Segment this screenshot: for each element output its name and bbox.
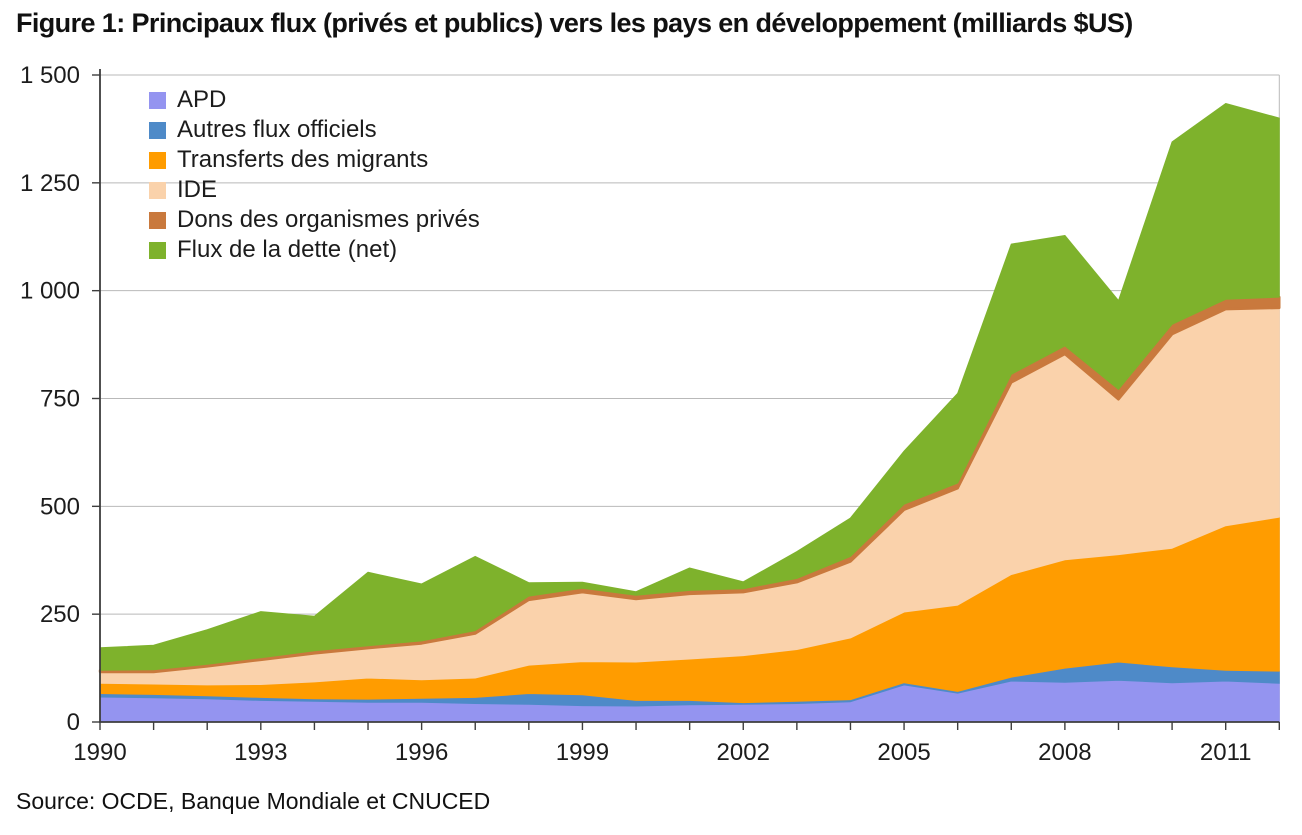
legend-swatch-transferts-des-migrants — [149, 151, 166, 169]
legend-item-autres-flux-officiels: Autres flux officiels — [149, 115, 480, 145]
y-tick-label-750: 750 — [40, 386, 80, 413]
y-tick-label-1500: 1 500 — [20, 62, 80, 89]
y-tick-label-0: 0 — [67, 709, 80, 736]
x-tick-label-2005: 2005 — [877, 739, 930, 766]
area-flux-de-la-dette-net — [99, 103, 1280, 671]
legend-item-flux-de-la-dette-net: Flux de la dette (net) — [149, 235, 480, 265]
legend-item-dons-des-organismes-prives: Dons des organismes privés — [149, 205, 480, 235]
legend-swatch-dons-des-organismes-prives — [149, 211, 166, 229]
x-tick-label-1999: 1999 — [556, 739, 609, 766]
legend-label-flux-de-la-dette-net: Flux de la dette (net) — [177, 236, 398, 263]
legend-item-ide: IDE — [149, 175, 480, 205]
x-tick-label-1993: 1993 — [234, 739, 287, 766]
y-tick-label-250: 250 — [40, 601, 80, 628]
x-tick-label-2011: 2011 — [1200, 739, 1252, 766]
chart-svg: 0 250 500 750 1 000 1 250 1 500 1990 1993 1996 199… — [20, 62, 1281, 766]
chart-area: 0 250 500 750 1 000 1 250 1 500 1990 1993 1996 199… — [0, 55, 1302, 785]
y-tick-label-500: 500 — [40, 493, 80, 520]
legend-swatch-apd — [149, 91, 166, 109]
source-note: Source: OCDE, Banque Mondiale et CNUCED — [16, 788, 491, 814]
legend-item-transferts-des-migrants: Transferts des migrants — [149, 145, 480, 175]
legend-label-ide: IDE — [177, 176, 218, 203]
legend-label-autres-flux-officiels: Autres flux officiels — [177, 116, 377, 143]
legend-label-transferts-des-migrants: Transferts des migrants — [177, 146, 429, 173]
legend-swatch-ide — [149, 181, 166, 199]
legend: APD Autres flux officiels Transferts des m… — [149, 85, 480, 265]
legend-label-apd: APD — [177, 86, 227, 113]
x-tick-label-2008: 2008 — [1038, 739, 1091, 766]
legend-swatch-flux-de-la-dette-net — [149, 241, 166, 259]
y-tick-label-1000: 1 000 — [20, 278, 80, 305]
x-tick-label-1990: 1990 — [73, 739, 126, 766]
x-tick-label-1996: 1996 — [395, 739, 448, 766]
x-tick-label-2002: 2002 — [717, 739, 770, 766]
legend-label-dons-des-organismes-prives: Dons des organismes privés — [177, 206, 480, 233]
page-title: Figure 1: Principaux flux (privés et pub… — [16, 8, 1133, 38]
y-tick-label-1250: 1 250 — [20, 170, 80, 197]
legend-item-apd: APD — [149, 85, 480, 115]
legend-swatch-autres-flux-officiels — [149, 121, 166, 139]
